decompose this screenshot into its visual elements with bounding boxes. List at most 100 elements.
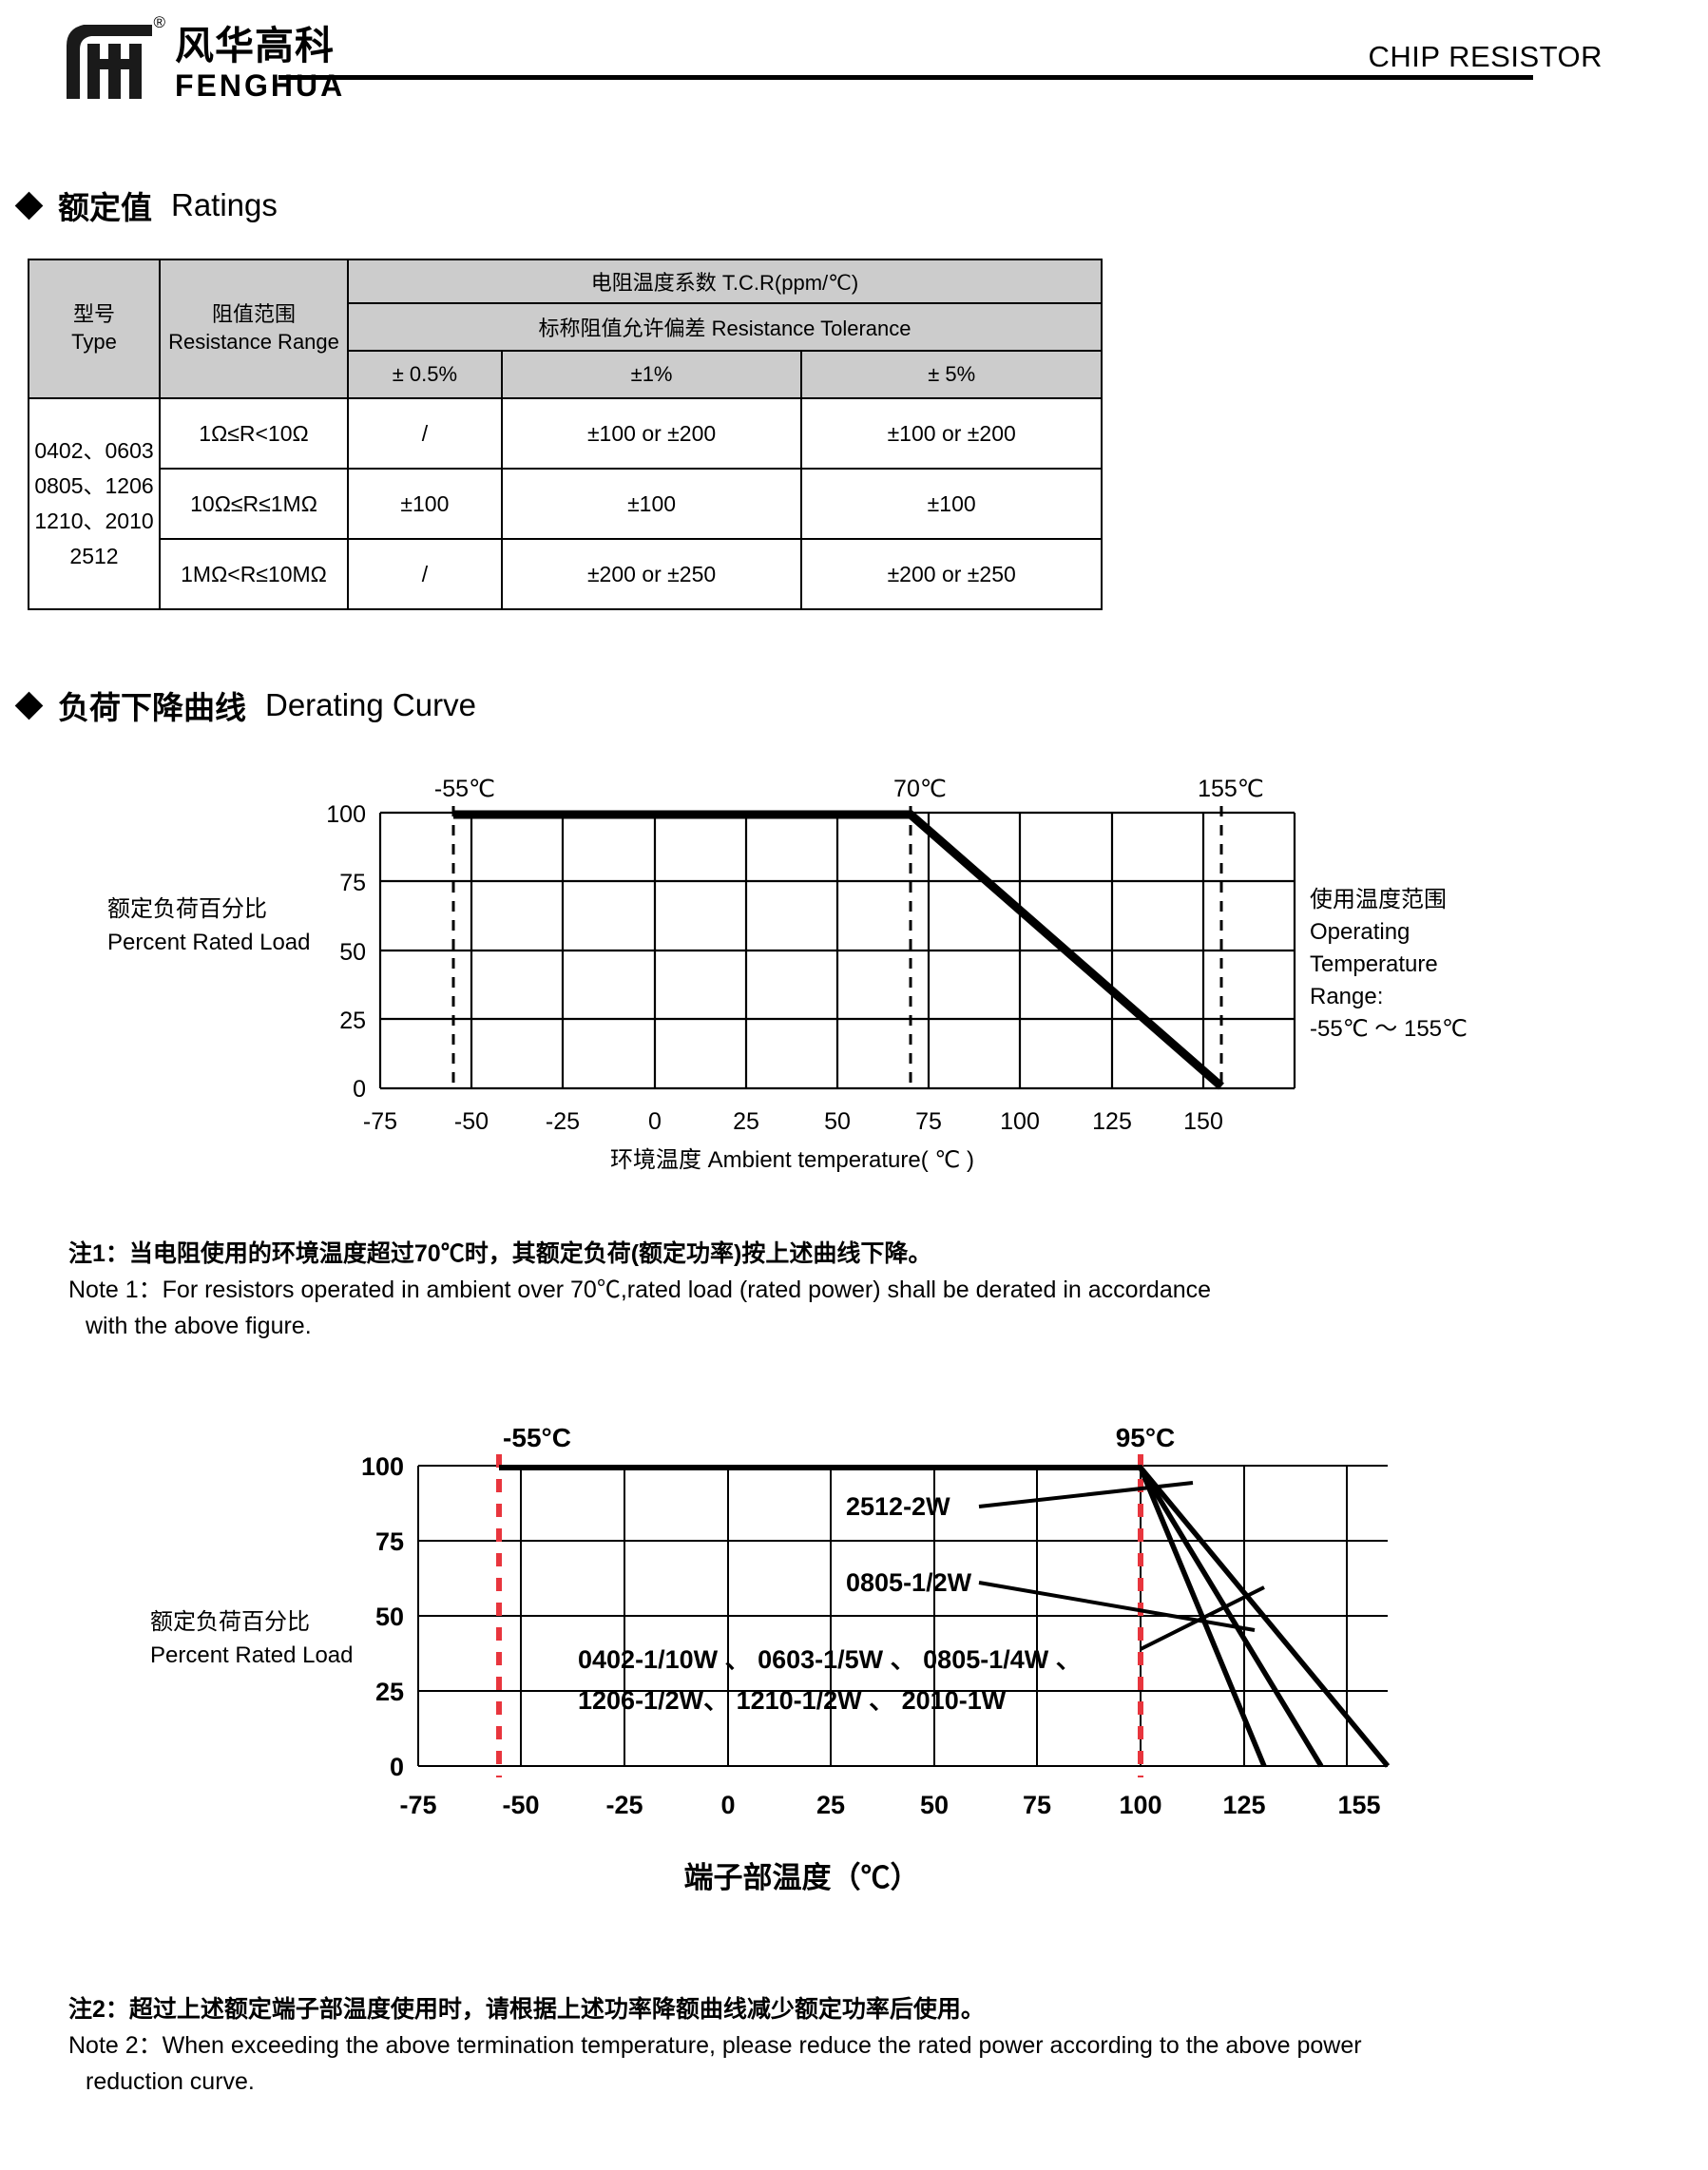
- chart1-svg: 100 75 50 25 0 -75 -50 -25 0 25 50 75 10…: [326, 776, 1296, 1135]
- section-heading-derating: 负荷下降曲线 Derating Curve: [14, 682, 476, 728]
- chart1-y-axis-title-cn: 额定负荷百分比: [107, 896, 267, 922]
- note-2-cn: 注2：超过上述额定端子部温度使用时，请根据上述功率降额曲线减少额定功率后使用。: [68, 1996, 985, 2023]
- svg-text:100: 100: [326, 801, 366, 828]
- operating-range-en-2: Temperature: [1310, 951, 1438, 978]
- header-range-en: Resistance Range: [168, 330, 339, 354]
- chart1-marker-labels: -55℃ 70℃ 155℃: [434, 776, 1264, 802]
- chart1-y-axis-title: 额定负荷百分比 Percent Rated Load: [107, 893, 393, 960]
- operating-range-en-3: Range:: [1310, 984, 1384, 1010]
- brand-name-cn: 风华高科: [175, 24, 335, 67]
- chart2-y-axis-title-en: Percent Rated Load: [150, 1642, 354, 1668]
- chart2-marker-lines: [496, 1454, 1143, 1777]
- svg-text:75: 75: [915, 1108, 942, 1135]
- svg-text:-75: -75: [399, 1791, 436, 1819]
- annotation-standard-line2: 1206-1/2W、 1210-1/2W 、 2010-1W: [578, 1686, 1007, 1715]
- cell-tcr-0p5: /: [347, 397, 503, 470]
- document-title: CHIP RESISTOR: [1368, 40, 1602, 73]
- annotation-0805-1-2w: 0805-1/2W: [846, 1568, 972, 1597]
- header-type-cn: 型号: [72, 302, 115, 327]
- chart1-marker-lines: [451, 806, 1223, 1088]
- diamond-bullet-icon: [14, 191, 44, 220]
- svg-text:0: 0: [353, 1076, 366, 1103]
- cell-tcr-5: ±100: [800, 468, 1103, 540]
- ratings-table: 型号 Type 阻值范围 Resistance Range 电阻温度系数 T.C…: [28, 259, 1103, 610]
- chart2-svg: 100 75 50 25 0 -75 -50 -25 0 25 50 75 10…: [361, 1423, 1391, 1819]
- svg-text:25: 25: [339, 1008, 366, 1034]
- header-tcr: 电阻温度系数 T.C.R(ppm/℃): [347, 259, 1103, 304]
- header-tolerance-1: ±1%: [500, 350, 803, 399]
- svg-text:0: 0: [648, 1108, 662, 1135]
- section-title-cn: 负荷下降曲线: [58, 690, 246, 725]
- svg-text:-55℃: -55℃: [434, 776, 495, 802]
- brand-text: 风华高科 FENGHUA: [175, 24, 345, 102]
- svg-text:95°C: 95°C: [1116, 1423, 1176, 1452]
- header-type-en: Type: [71, 330, 117, 354]
- table-row: 10Ω≤R≤1MΩ ±100 ±100 ±100: [29, 468, 1103, 540]
- svg-text:50: 50: [824, 1108, 851, 1135]
- svg-text:25: 25: [375, 1678, 404, 1706]
- chart1-derating-line: [453, 810, 1224, 1090]
- operating-range-cn: 使用温度范围: [1310, 887, 1447, 912]
- chart-ambient-derating: 100 75 50 25 0 -75 -50 -25 0 25 50 75 10…: [0, 760, 1708, 1188]
- svg-text:50: 50: [339, 939, 366, 966]
- svg-text:100: 100: [1119, 1791, 1161, 1819]
- svg-text:155℃: 155℃: [1198, 776, 1264, 802]
- annotation-standard-line1: 0402-1/10W 、 0603-1/5W 、 0805-1/4W 、: [578, 1645, 1082, 1674]
- type-line: 0402、0603: [34, 437, 154, 463]
- company-logo: ® 风华高科 FENGHUA: [59, 13, 345, 102]
- chart2-y-axis-title: 额定负荷百分比 Percent Rated Load: [150, 1606, 426, 1673]
- chart1-x-axis-title: 环境温度 Ambient temperature( ℃ ): [609, 1147, 975, 1173]
- note-2: 注2：超过上述额定端子部温度使用时，请根据上述功率降额曲线减少额定功率后使用。 …: [68, 1991, 1665, 2100]
- svg-text:50: 50: [920, 1791, 949, 1819]
- chart-termination-derating: 100 75 50 25 0 -75 -50 -25 0 25 50 75 10…: [0, 1407, 1708, 1901]
- note-1-en-cont: with the above figure.: [86, 1313, 312, 1339]
- cell-tcr-0p5: /: [347, 538, 503, 610]
- svg-text:150: 150: [1183, 1108, 1223, 1135]
- section-heading-ratings: 额定值 Ratings: [14, 182, 278, 228]
- header-divider: [278, 75, 1533, 80]
- type-line: 2512: [69, 544, 119, 569]
- leader-2512: [978, 1481, 1194, 1508]
- page-header: ® 风华高科 FENGHUA CHIP RESISTOR: [0, 0, 1708, 114]
- svg-text:50: 50: [375, 1603, 404, 1631]
- registered-trademark-icon: ®: [153, 13, 165, 31]
- chart1-y-ticks: 100 75 50 25 0: [326, 801, 366, 1103]
- note-1-cn: 注1：当电阻使用的环境温度超过70℃时，其额定负荷(额定功率)按上述曲线下降。: [68, 1240, 932, 1267]
- section-title-en: Derating Curve: [265, 687, 476, 722]
- svg-text:100: 100: [361, 1452, 404, 1481]
- chart2-y-axis-title-cn: 额定负荷百分比: [150, 1609, 310, 1635]
- cell-tcr-5: ±200 or ±250: [800, 538, 1103, 610]
- svg-text:125: 125: [1092, 1108, 1132, 1135]
- chart1-y-axis-title-en: Percent Rated Load: [107, 929, 311, 955]
- svg-text:155: 155: [1337, 1791, 1380, 1819]
- cell-tcr-1: ±100 or ±200: [500, 397, 803, 470]
- chart2-leader-lines: [978, 1481, 1265, 1651]
- note-2-en-cont: reduction curve.: [86, 2068, 255, 2095]
- svg-text:25: 25: [816, 1791, 845, 1819]
- ratings-table-header: 型号 Type 阻值范围 Resistance Range 电阻温度系数 T.C…: [28, 259, 1103, 399]
- chart2-y-ticks: 100 75 50 25 0: [361, 1452, 404, 1781]
- svg-text:-50: -50: [454, 1108, 489, 1135]
- svg-text:75: 75: [375, 1527, 404, 1556]
- svg-text:75: 75: [339, 870, 366, 896]
- cell-tcr-1: ±200 or ±250: [500, 538, 803, 610]
- svg-text:-25: -25: [605, 1791, 643, 1819]
- cell-range: 1Ω≤R<10Ω: [159, 397, 349, 470]
- cell-range: 10Ω≤R≤1MΩ: [159, 468, 349, 540]
- chart1-x-ticks: -75 -50 -25 0 25 50 75 100 125 150: [363, 1108, 1223, 1135]
- operating-range-value: -55℃ ～ 155℃: [1310, 1016, 1468, 1043]
- annotation-2512-2w: 2512-2W: [846, 1492, 950, 1521]
- svg-text:100: 100: [1000, 1108, 1040, 1135]
- cell-tcr-0p5: ±100: [347, 468, 503, 540]
- table-row: 1MΩ<R≤10MΩ / ±200 or ±250 ±200 or ±250: [29, 538, 1103, 610]
- note-1: 注1：当电阻使用的环境温度超过70℃时，其额定负荷(额定功率)按上述曲线下降。 …: [68, 1236, 1627, 1344]
- svg-text:-75: -75: [363, 1108, 397, 1135]
- svg-text:-50: -50: [502, 1791, 539, 1819]
- curve-standard: [499, 1465, 1267, 1768]
- header-tolerance-5: ± 5%: [800, 350, 1103, 399]
- chart2-x-ticks: -75 -50 -25 0 25 50 75 100 125 155: [399, 1791, 1380, 1819]
- chart1-gridlines: [378, 811, 1296, 1090]
- header-tolerance: 标称阻值允许偏差 Resistance Tolerance: [347, 302, 1103, 352]
- ratings-table-body: 0402、0603 0805、1206 1210、2010 2512 1Ω≤R<10Ω…: [28, 397, 1103, 610]
